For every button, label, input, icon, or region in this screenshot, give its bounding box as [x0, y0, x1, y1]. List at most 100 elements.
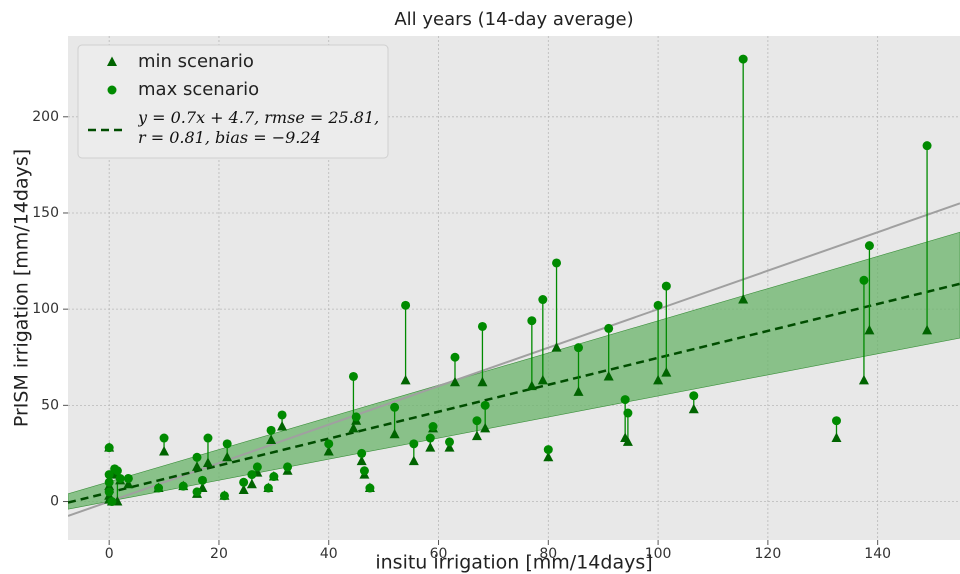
triangle-marker [425, 442, 436, 452]
circle-marker [859, 275, 869, 285]
circle-marker [738, 54, 748, 64]
legend-label: min scenario [138, 51, 254, 72]
triangle-marker [738, 294, 749, 304]
triangle-marker [622, 436, 633, 446]
x-tick-label: 0 [105, 546, 114, 562]
circle-marker [123, 473, 133, 483]
circle-marker [239, 477, 249, 487]
triangle-marker [543, 451, 554, 462]
circle-marker [269, 472, 279, 482]
triangle-marker [537, 374, 548, 385]
circle-marker [409, 439, 419, 449]
triangle-marker [266, 434, 277, 444]
circle-marker [263, 483, 273, 493]
triangle-marker [831, 432, 842, 443]
x-tick-label: 80 [539, 546, 557, 562]
circle-marker [480, 400, 490, 410]
triangle-marker [471, 430, 482, 441]
fit-line [68, 282, 960, 504]
triangle-marker [653, 374, 664, 385]
circle-marker [450, 352, 460, 362]
triangle-marker [480, 422, 491, 433]
triangle-marker [222, 451, 233, 462]
circle-marker [178, 481, 188, 491]
circle-marker [192, 487, 202, 497]
triangle-marker [444, 442, 455, 452]
circle-marker [197, 475, 207, 485]
legend-label: y = 0.7x + 4.7, rmse = 25.81, r = 0.81, … [138, 108, 380, 147]
circle-marker [115, 473, 125, 483]
circle-marker [604, 323, 614, 333]
circle-marker [425, 433, 435, 443]
legend-label: max scenario [138, 79, 259, 100]
circle-marker [689, 391, 699, 401]
legend-box [77, 44, 389, 159]
circle-marker [538, 295, 548, 305]
triangle-marker [400, 374, 411, 385]
circle-marker [445, 437, 455, 447]
triangle-marker [191, 461, 202, 471]
triangle-marker [238, 484, 249, 494]
circle-marker [359, 466, 369, 476]
circle-marker [390, 402, 400, 412]
y-axis-label: PrISM irrigation [mm/14days] [11, 149, 33, 427]
circle-marker [107, 85, 117, 95]
triangle-marker [277, 421, 288, 431]
triangle-marker [449, 376, 460, 387]
circle-marker [252, 462, 262, 472]
chart-title: All years (14-day average) [394, 9, 633, 30]
circle-marker [104, 487, 114, 497]
triangle-marker [858, 374, 869, 385]
circle-marker [222, 439, 232, 449]
circle-marker [620, 395, 630, 405]
x-axis-label: insitu irrigation [mm/14days] [375, 552, 652, 574]
triangle-marker [551, 342, 562, 352]
x-tick-label: 140 [864, 546, 891, 562]
circle-marker [104, 470, 114, 480]
circle-marker [351, 412, 361, 422]
confidence-band [68, 231, 960, 510]
triangle-marker [864, 324, 875, 335]
circle-marker [552, 258, 562, 268]
y-tick-label: 150 [32, 205, 59, 221]
circle-marker [401, 300, 411, 310]
triangle-marker [123, 478, 134, 489]
circle-marker [104, 477, 114, 487]
x-tick-label: 60 [430, 546, 448, 562]
triangle-marker [603, 370, 614, 381]
circle-marker [247, 470, 257, 480]
circle-marker [324, 439, 334, 449]
circle-marker [357, 448, 367, 458]
circle-marker [159, 433, 169, 443]
triangle-marker [688, 403, 699, 414]
y-tick-label: 0 [50, 494, 59, 510]
triangle-marker [477, 376, 488, 387]
circle-marker [283, 462, 293, 472]
triangle-marker [246, 478, 257, 489]
triangle-marker [389, 428, 400, 439]
x-tick-label: 100 [645, 546, 672, 562]
triangle-marker [922, 324, 933, 335]
circle-marker [203, 433, 213, 443]
circle-marker [428, 422, 438, 432]
circle-marker [365, 483, 375, 493]
circle-marker [219, 491, 229, 501]
circle-marker [107, 497, 117, 507]
circle-marker [922, 141, 932, 151]
circle-marker [192, 452, 202, 462]
triangle-marker [408, 455, 419, 466]
circle-marker [348, 371, 358, 381]
y-tick-label: 50 [41, 397, 59, 413]
circle-marker [266, 425, 276, 435]
triangle-marker [159, 446, 170, 456]
x-tick-label: 40 [320, 546, 338, 562]
triangle-marker [202, 457, 213, 468]
circle-marker [831, 416, 841, 426]
circle-marker [472, 416, 482, 426]
y-tick-label: 100 [32, 301, 59, 317]
y-tick-label: 200 [32, 109, 59, 125]
reference-line [68, 202, 960, 517]
triangle-marker [107, 56, 117, 66]
circle-marker [864, 241, 874, 251]
